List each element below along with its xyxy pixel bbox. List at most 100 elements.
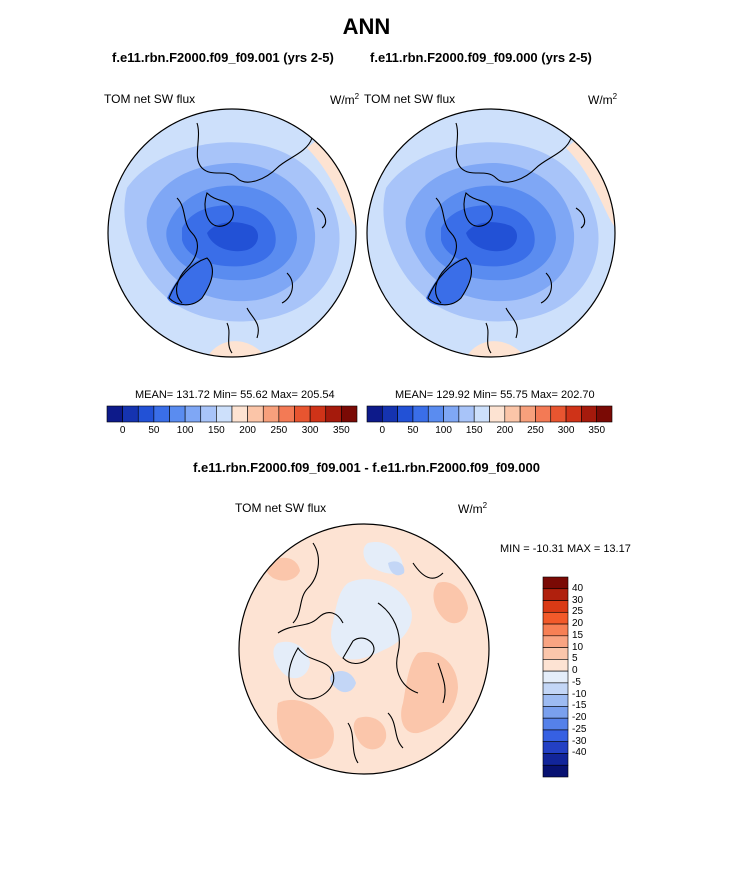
colorbar-swatch	[542, 635, 569, 648]
colorbar-tick-label: 50	[407, 425, 419, 436]
colorbar-swatch	[542, 706, 569, 719]
colorbar-swatch	[473, 405, 490, 423]
panel1-colorbar-ticks: 0 50 100 150 200 250 300 350	[107, 425, 357, 439]
colorbar-tick-label: 250	[270, 425, 288, 436]
colorbar-swatch	[542, 717, 569, 731]
colorbar-swatch	[565, 405, 582, 423]
colorbar-swatch	[542, 764, 569, 778]
colorbar-swatch	[443, 405, 460, 423]
colorbar-tick-label: 150	[465, 425, 483, 436]
diff-title: f.e11.rbn.F2000.f09_f09.001 - f.e11.rbn.…	[193, 460, 540, 475]
panel2-variable-label: TOM net SW flux	[364, 92, 456, 106]
panel1-colorbar	[106, 405, 358, 423]
colorbar-tick-label: 0	[572, 665, 578, 677]
colorbar-swatch	[200, 405, 217, 423]
colorbar-tick-label: -15	[572, 700, 587, 712]
colorbar-swatch	[542, 753, 569, 766]
colorbar-swatch	[122, 405, 139, 423]
diff-stats: MIN = -10.31 MAX = 13.17	[500, 543, 631, 555]
colorbar-swatch	[542, 576, 569, 590]
colorbar-tick-label: -40	[572, 747, 587, 759]
panel2-case-title: f.e11.rbn.F2000.f09_f09.000 (yrs 2-5)	[370, 50, 592, 65]
colorbar-tick-label: 350	[333, 425, 350, 436]
colorbar-swatch	[458, 405, 475, 423]
colorbar-swatch	[106, 405, 123, 423]
colorbar-swatch	[581, 405, 597, 423]
colorbar-swatch	[231, 405, 248, 423]
colorbar-tick-label: 25	[572, 606, 584, 618]
colorbar-tick-label: -5	[572, 676, 581, 688]
colorbar-swatch	[262, 405, 280, 423]
colorbar-tick-label: 200	[239, 425, 256, 436]
colorbar-tick-label: 0	[379, 425, 386, 436]
colorbar-swatch	[542, 647, 569, 660]
colorbar-swatch	[325, 405, 342, 423]
colorbar-swatch	[542, 588, 569, 601]
panel1-polar-map	[107, 108, 357, 358]
colorbar-tick-label: 5	[572, 653, 578, 665]
colorbar-swatch	[169, 405, 186, 423]
colorbar-swatch	[341, 405, 358, 423]
colorbar-swatch	[542, 623, 569, 637]
colorbar-tick-label: 40	[572, 582, 584, 594]
colorbar-swatch	[550, 405, 567, 423]
panel2-polar-map	[366, 108, 616, 358]
panel2-units-label: W/m2	[588, 92, 618, 107]
colorbar-swatch	[294, 405, 311, 423]
diff-polar-map	[238, 523, 490, 775]
figure-title: ANN	[342, 14, 391, 39]
colorbar-swatch	[247, 405, 264, 423]
colorbar-tick-label: 50	[148, 425, 160, 436]
diff-units-label: W/m2	[458, 501, 488, 516]
diff-colorbar	[542, 576, 569, 778]
panel2-stats: MEAN= 129.92 Min= 55.75 Max= 202.70	[395, 389, 595, 401]
colorbar-tick-label: 200	[496, 425, 514, 436]
colorbar-swatch	[278, 405, 295, 423]
colorbar-tick-label: 100	[435, 425, 452, 436]
colorbar-tick-label: 20	[572, 618, 584, 630]
colorbar-swatch	[542, 729, 569, 743]
panel1-units-label: W/m2	[330, 92, 360, 107]
colorbar-tick-label: 150	[208, 425, 225, 436]
colorbar-swatch	[137, 405, 155, 423]
colorbar-swatch	[309, 405, 327, 423]
colorbar-swatch	[542, 600, 569, 613]
diff-variable-label: TOM net SW flux	[235, 501, 327, 515]
colorbar-swatch	[542, 659, 569, 672]
colorbar-swatch	[216, 405, 233, 423]
colorbar-tick-label: 0	[119, 425, 126, 436]
diff-colorbar-ticks: 40 30 25 20 15 10 5 0 -5 -10 -15 -20 -25 -30 -40	[572, 577, 612, 777]
colorbar-tick-label: -30	[572, 735, 587, 747]
colorbar-swatch	[427, 405, 444, 423]
panel1-stats: MEAN= 131.72 Min= 55.62 Max= 205.54	[135, 389, 335, 401]
colorbar-swatch	[542, 682, 569, 695]
colorbar-tick-label: 30	[572, 594, 584, 606]
colorbar-swatch	[382, 405, 398, 423]
colorbar-swatch	[542, 670, 569, 684]
panel1-variable-label: TOM net SW flux	[104, 92, 196, 106]
colorbar-swatch	[184, 405, 202, 423]
colorbar-swatch	[397, 405, 414, 423]
panel1-case-title: f.e11.rbn.F2000.f09_f09.001 (yrs 2-5)	[112, 50, 334, 65]
colorbar-swatch	[412, 405, 429, 423]
panel2-colorbar	[366, 405, 613, 423]
colorbar-swatch	[542, 694, 569, 707]
colorbar-tick-label: -25	[572, 723, 587, 735]
colorbar-swatch	[542, 741, 569, 754]
colorbar-tick-label: 15	[572, 629, 584, 641]
colorbar-swatch	[489, 405, 506, 423]
colorbar-swatch	[366, 405, 383, 423]
colorbar-tick-label: 300	[557, 425, 575, 436]
colorbar-tick-label: 250	[527, 425, 544, 436]
panel2-colorbar-ticks: 0 50 100 150 200 250 300 350	[367, 425, 612, 439]
colorbar-tick-label: -10	[572, 688, 587, 700]
colorbar-swatch	[153, 405, 170, 423]
colorbar-tick-label: 350	[588, 425, 606, 436]
colorbar-tick-label: 100	[176, 425, 194, 436]
colorbar-swatch	[596, 405, 613, 423]
colorbar-swatch	[542, 611, 569, 625]
colorbar-swatch	[504, 405, 521, 423]
colorbar-swatch	[535, 405, 552, 423]
colorbar-tick-label: 10	[572, 641, 584, 653]
colorbar-tick-label: 300	[301, 425, 319, 436]
